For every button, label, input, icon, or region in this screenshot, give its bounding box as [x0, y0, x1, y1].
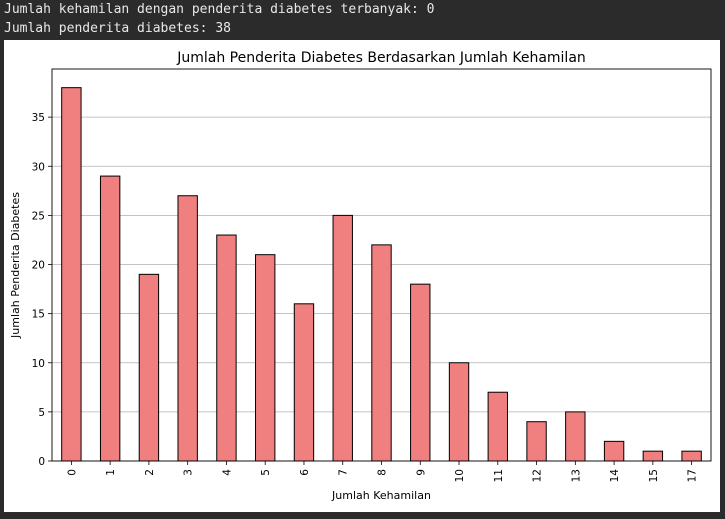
bar-13 — [565, 411, 586, 462]
y-tick-label: 10 — [32, 358, 45, 370]
bar-15 — [642, 450, 664, 462]
bar-11 — [487, 391, 508, 462]
y-tick-label: 30 — [32, 161, 45, 173]
bar-6 — [293, 303, 315, 462]
bar-14 — [603, 440, 625, 462]
chart-title: Jumlah Penderita Diabetes Berdasarkan Ju… — [176, 50, 586, 66]
x-tick-label: 4 — [221, 469, 233, 476]
console-output-line-1: Jumlah kehamilan dengan penderita diabet… — [4, 2, 435, 17]
x-tick-label: 2 — [144, 469, 156, 476]
y-tick-label: 0 — [38, 456, 45, 468]
bar-3 — [177, 195, 198, 462]
x-tick-label: 9 — [415, 469, 427, 476]
bar-2 — [138, 273, 160, 462]
console-output-line-2: Jumlah penderita diabetes: 38 — [4, 21, 231, 36]
x-tick-label: 5 — [260, 469, 272, 476]
y-tick-label: 20 — [32, 260, 45, 272]
y-axis-label: Jumlah Penderita Diabetes — [9, 192, 22, 339]
x-tick-label: 8 — [377, 469, 389, 476]
chart-figure: 0 5 10 15 20 25 30 35 0 1 2 3 4 5 6 7 8 9 10 11 12 13 14 15 17 Ju… — [4, 40, 720, 512]
bar-10 — [448, 362, 470, 462]
bar-8 — [371, 244, 392, 462]
x-tick-label: 15 — [648, 469, 660, 482]
x-tick-label: 0 — [66, 469, 78, 476]
x-tick-label: 13 — [570, 469, 582, 482]
x-axis-label: Jumlah Kehamilan — [331, 489, 431, 502]
x-tick-label: 1 — [105, 469, 117, 476]
bar-17 — [681, 450, 702, 462]
x-tick-label: 11 — [493, 469, 505, 482]
bar-7 — [332, 214, 353, 462]
x-tick-label: 12 — [532, 469, 544, 482]
bar-12 — [526, 421, 547, 462]
bar-4 — [216, 234, 237, 462]
y-tick-label: 25 — [32, 210, 45, 222]
bar-1 — [99, 175, 121, 462]
y-tick-label: 5 — [38, 407, 45, 419]
x-tick-label: 10 — [454, 469, 466, 482]
y-tick-label: 15 — [32, 309, 45, 321]
plot-frame — [51, 68, 712, 462]
bar-0 — [61, 87, 82, 462]
bar-5 — [255, 254, 276, 462]
y-tick-label: 35 — [32, 112, 45, 124]
x-tick-label: 3 — [183, 469, 195, 476]
bar-9 — [410, 283, 431, 462]
x-tick-label: 7 — [338, 469, 350, 476]
x-tick-label: 6 — [299, 469, 311, 476]
x-tick-label: 17 — [687, 469, 699, 482]
x-tick-label: 14 — [609, 469, 621, 483]
